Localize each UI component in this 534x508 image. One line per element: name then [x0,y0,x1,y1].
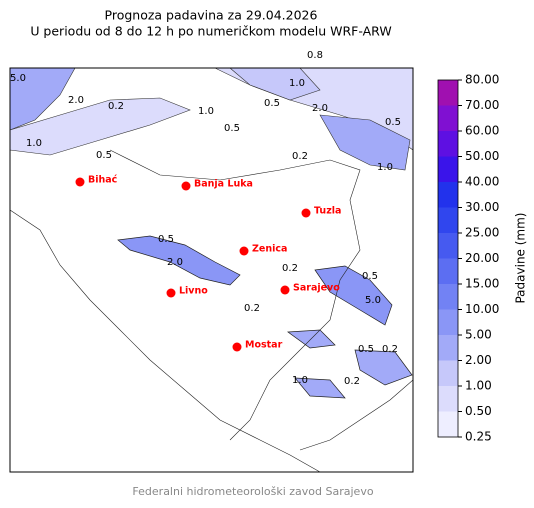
city-label: Mostar [245,340,283,351]
city-label: Tuzla [314,206,341,217]
contour-label: 0.2 [292,151,308,162]
colorbar-segment [438,386,458,412]
colorbar-tick-label: 60.00 [465,124,499,138]
colorbar-segment [438,105,458,131]
contour-label: 0.2 [344,376,360,387]
contour-label: 0.2 [108,101,124,112]
precip-area [319,114,411,171]
colorbar-segment [438,80,458,106]
colorbar-tick-label: 20.00 [465,251,499,265]
contour-label: 2.0 [68,95,84,106]
city-marker [280,285,290,295]
contour-label: 5.0 [10,73,26,84]
colorbar-tick-label: 0.25 [465,430,492,444]
city-marker [239,246,249,256]
city-label: Sarajevo [293,283,340,294]
colorbar-segment [438,156,458,182]
contour-label: 0.2 [382,344,398,355]
colorbar-segment [438,258,458,284]
colorbar-tick-label: 5.00 [465,328,492,342]
colorbar-segment [438,207,458,233]
map-frame [9,67,414,473]
border-line [9,149,414,473]
contour-label: 0.2 [282,263,298,274]
contour-label: 0.5 [224,123,240,134]
contour-label: 0.5 [358,344,374,355]
colorbar-segment [438,182,458,208]
city-label: Bihać [88,175,118,186]
city-marker [181,181,191,191]
city-marker [232,342,242,352]
colorbar-tick-label: 10.00 [465,302,499,316]
colorbar-label: Padavine (mm) [514,212,528,303]
contour-label: 5.0 [365,295,381,306]
city-marker [301,208,311,218]
city-label: Banja Luka [194,179,253,190]
colorbar-segment [438,360,458,386]
colorbar-tick-label: 25.00 [465,226,499,240]
colorbar-tick-label: 40.00 [465,175,499,189]
city-label: Livno [179,286,208,297]
contour-label: 1.0 [292,375,308,386]
precip-area [9,97,191,156]
title-line: Prognoza padavina za 29.04.2026 [105,8,318,23]
contour-label: 0.5 [264,98,280,109]
contour-label: 1.0 [198,106,214,117]
contour-label: 0.2 [244,303,260,314]
contour-label: 2.0 [312,103,328,114]
colorbar-tick-label: 80.00 [465,73,499,87]
contour-label: 1.0 [26,138,42,149]
map [9,67,414,473]
city-label: Zenica [252,244,287,255]
colorbar-segment [438,233,458,259]
colorbar-tick-label: 2.00 [465,353,492,367]
colorbar-tick-label: 15.00 [465,277,499,291]
contour-label: 0.5 [362,271,378,282]
colorbar-tick-label: 50.00 [465,149,499,163]
contour-label: 1.0 [377,162,393,173]
colorbar-segment [438,335,458,361]
colorbar-tick-label: 0.50 [465,404,492,418]
precip-area [117,235,241,286]
colorbar-segment [438,131,458,157]
city-marker [75,177,85,187]
city-marker [166,288,176,298]
colorbar-tick-label: 30.00 [465,200,499,214]
colorbar-tick-label: 70.00 [465,98,499,112]
footer: Federalni hidrometeorološki zavod Saraje… [132,485,373,498]
title-line: U periodu od 8 do 12 h po numeričkom mod… [30,24,391,39]
contour-label: 0.5 [158,234,174,245]
colorbar-segment [438,411,458,437]
precip-area [287,329,413,399]
contour-label: 2.0 [167,257,183,268]
contour-label: 0.5 [96,150,112,161]
colorbar-segment [438,309,458,335]
colorbar-segment [438,284,458,310]
colorbar-tick-label: 1.00 [465,379,492,393]
contour-label: 0.5 [385,117,401,128]
contour-label: 0.8 [307,50,323,61]
contour-label: 1.0 [289,78,305,89]
precip-area [314,265,393,326]
